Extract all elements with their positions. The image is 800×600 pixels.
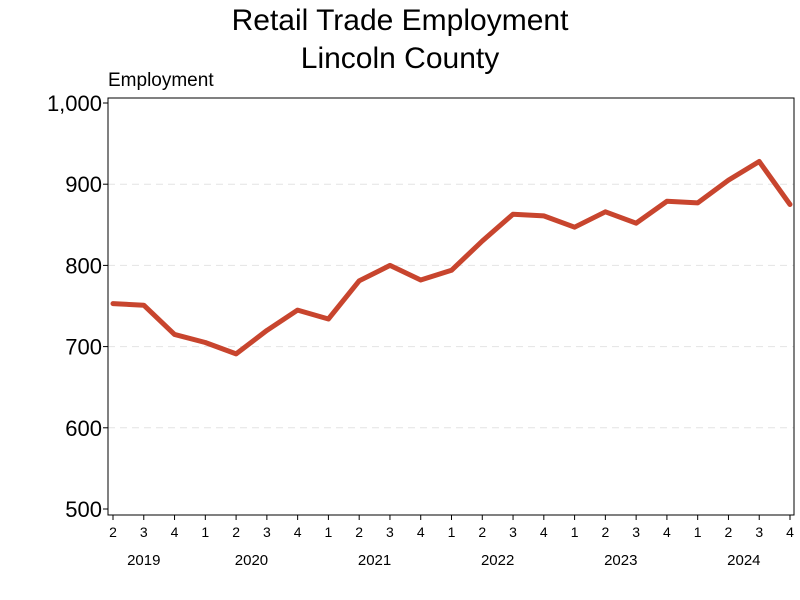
data-point bbox=[634, 221, 639, 226]
data-point bbox=[664, 199, 669, 204]
y-axis: 500 600 700 800 900 1,000 bbox=[47, 91, 108, 522]
x-tick-label: 4 bbox=[786, 524, 794, 540]
x-tick-label: 3 bbox=[386, 524, 394, 540]
year-label: 2024 bbox=[727, 552, 760, 569]
data-point bbox=[541, 213, 546, 218]
data-point bbox=[695, 200, 700, 205]
data-point bbox=[572, 225, 577, 230]
data-point bbox=[203, 340, 208, 345]
x-tick-label: 2 bbox=[478, 524, 486, 540]
data-point bbox=[111, 301, 115, 306]
data-point bbox=[511, 212, 516, 217]
x-axis: 2 3 4 1 2 3 4 1 2 3 4 1 2 3 4 1 2 3 4 1 2 3 4 bbox=[109, 515, 794, 540]
data-point bbox=[357, 278, 362, 283]
x-tick-label: 3 bbox=[263, 524, 271, 540]
data-point bbox=[788, 202, 792, 207]
data-point bbox=[264, 328, 269, 333]
x-tick-label: 2 bbox=[232, 524, 240, 540]
plot-frame bbox=[107, 97, 795, 516]
series-employment bbox=[110, 159, 793, 357]
y-tick-label: 600 bbox=[65, 416, 102, 441]
x-tick-label: 1 bbox=[448, 524, 456, 540]
x-tick-label: 4 bbox=[171, 524, 179, 540]
data-point bbox=[449, 268, 454, 273]
x-tick-label: 4 bbox=[417, 524, 425, 540]
x-tick-label: 2 bbox=[109, 524, 117, 540]
y-axis-label: Employment bbox=[108, 70, 214, 91]
x-tick-label: 1 bbox=[571, 524, 579, 540]
data-point bbox=[726, 178, 731, 183]
y-tick-label: 900 bbox=[65, 172, 102, 197]
data-point bbox=[234, 351, 239, 356]
data-point bbox=[757, 159, 762, 164]
year-label: 2022 bbox=[481, 552, 514, 569]
x-tick-label: 3 bbox=[632, 524, 640, 540]
year-label: 2021 bbox=[358, 552, 391, 569]
data-point bbox=[172, 332, 177, 337]
series-line bbox=[110, 159, 793, 357]
year-label: 2023 bbox=[604, 552, 637, 569]
data-point bbox=[141, 303, 146, 308]
x-tick-label: 2 bbox=[601, 524, 609, 540]
y-tick-label: 700 bbox=[65, 335, 102, 360]
x-tick-label: 2 bbox=[725, 524, 733, 540]
x-tick-label: 3 bbox=[140, 524, 148, 540]
gridlines bbox=[108, 183, 794, 429]
x-tick-label: 1 bbox=[694, 524, 702, 540]
data-point bbox=[387, 263, 392, 268]
year-labels: 2019 2020 2021 2022 2023 2024 bbox=[127, 552, 760, 569]
x-tick-label: 3 bbox=[755, 524, 763, 540]
x-tick-label: 4 bbox=[663, 524, 671, 540]
year-label: 2020 bbox=[235, 552, 268, 569]
data-point bbox=[418, 278, 423, 283]
y-tick-label: 500 bbox=[65, 497, 102, 522]
y-tick-label: 800 bbox=[65, 253, 102, 278]
x-tick-label: 1 bbox=[325, 524, 333, 540]
data-point bbox=[295, 308, 300, 313]
data-point bbox=[480, 239, 485, 244]
y-tick-label: 1,000 bbox=[47, 91, 102, 116]
x-tick-label: 4 bbox=[540, 524, 548, 540]
x-tick-label: 3 bbox=[509, 524, 517, 540]
data-point bbox=[326, 316, 331, 321]
chart-title-line-1: Retail Trade Employment bbox=[232, 4, 569, 37]
x-tick-label: 1 bbox=[201, 524, 209, 540]
chart-title-line-2: Lincoln County bbox=[301, 42, 499, 75]
x-tick-label: 2 bbox=[355, 524, 363, 540]
year-label: 2019 bbox=[127, 552, 160, 569]
data-point bbox=[603, 209, 608, 214]
x-tick-label: 4 bbox=[294, 524, 302, 540]
